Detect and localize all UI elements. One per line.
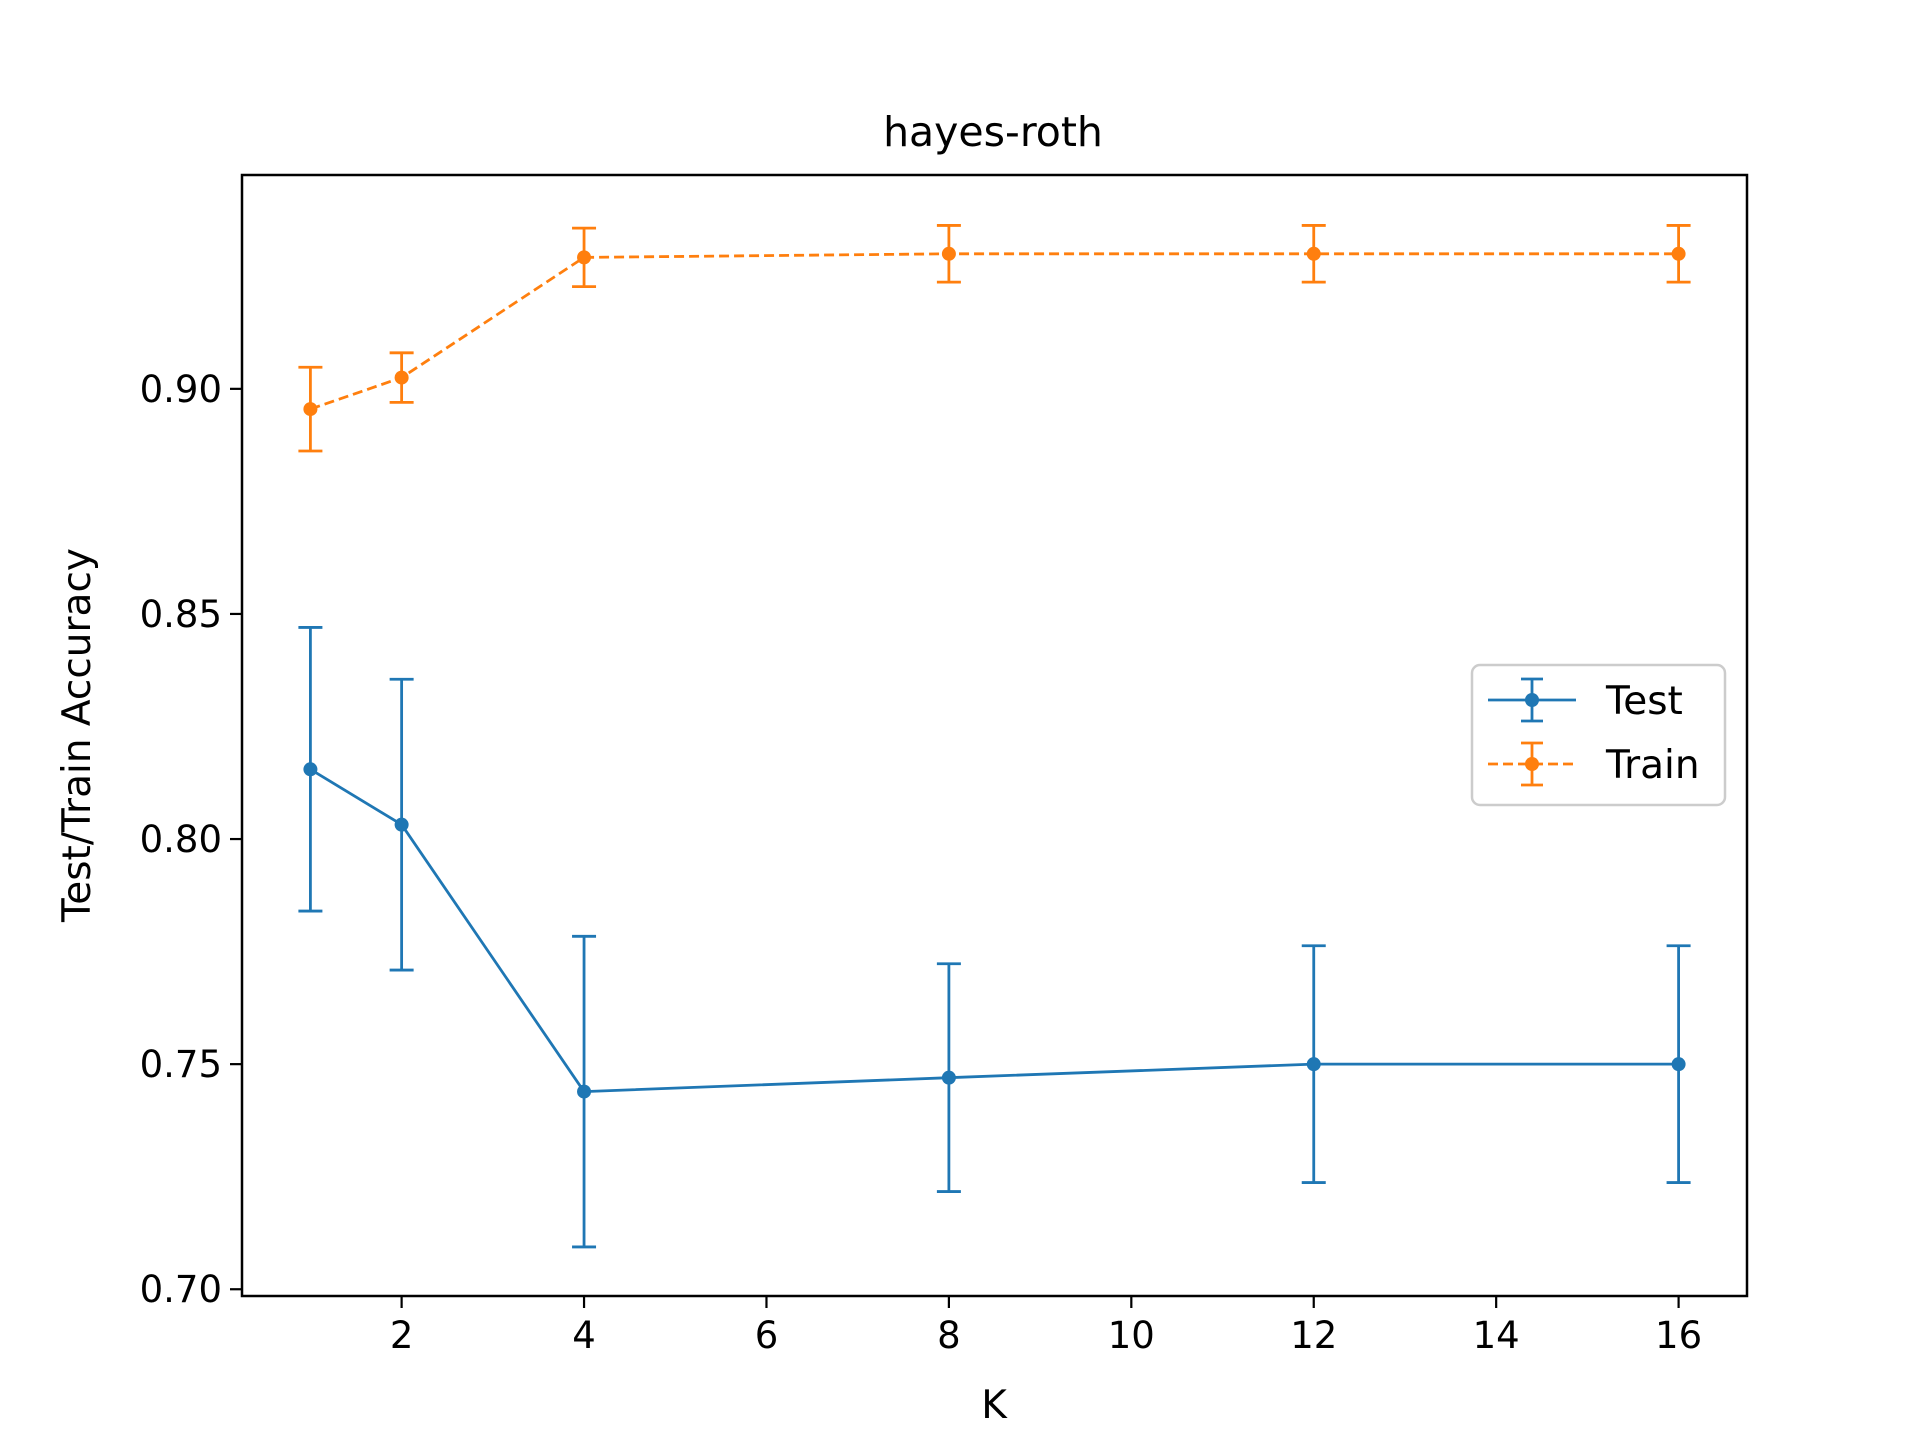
y-axis-label: Test/Train Accuracy — [55, 548, 100, 923]
series-line-train — [309, 252, 1679, 411]
data-point-test-2 — [394, 817, 409, 832]
series-test — [298, 626, 1691, 1249]
legend-label-train: Train — [1605, 743, 1700, 788]
data-point-test-8 — [941, 1070, 956, 1085]
data-point-train-1 — [303, 402, 318, 417]
x-tick-label-4: 4 — [572, 1314, 596, 1357]
data-point-test-1 — [303, 762, 318, 777]
x-tick-label-12: 12 — [1290, 1314, 1337, 1357]
y-tick-label-2: 0.80 — [140, 818, 222, 861]
series-train — [298, 224, 1691, 453]
x-tick-label-10: 10 — [1108, 1314, 1155, 1357]
data-point-train-8 — [941, 246, 956, 261]
data-point-train-12 — [1306, 246, 1321, 261]
data-point-train-2 — [394, 370, 409, 385]
legend-marker-test — [1525, 693, 1539, 707]
data-point-train-16 — [1671, 246, 1686, 261]
y-tick-label-4: 0.90 — [140, 368, 222, 411]
data-point-test-4 — [577, 1084, 592, 1099]
series-layer — [298, 224, 1691, 1249]
y-axis-ticks: 0.70 0.75 0.80 0.85 0.90 — [140, 368, 242, 1311]
y-tick-label-3: 0.85 — [140, 593, 222, 636]
plot-area — [240, 173, 1749, 1298]
x-axis-label: K — [981, 1383, 1008, 1428]
data-point-test-16 — [1671, 1057, 1686, 1072]
x-axis-ticks: 2 4 6 8 10 12 14 16 — [390, 1296, 1702, 1357]
x-tick-label-16: 16 — [1655, 1314, 1702, 1357]
legend-marker-train — [1525, 757, 1539, 771]
legend: Test Train — [1470, 663, 1727, 807]
y-tick-label-1: 0.75 — [140, 1043, 222, 1086]
x-tick-label-8: 8 — [937, 1314, 961, 1357]
y-tick-label-0: 0.70 — [140, 1268, 222, 1311]
axes-frame — [240, 173, 1749, 1298]
legend-entries: Test Train — [1488, 677, 1700, 788]
data-point-train-4 — [577, 250, 592, 265]
chart-title: hayes-roth — [883, 108, 1103, 156]
x-tick-label-14: 14 — [1473, 1314, 1520, 1357]
data-point-test-12 — [1306, 1057, 1321, 1072]
series-line-test — [309, 768, 1679, 1093]
x-tick-label-6: 6 — [755, 1314, 779, 1357]
x-tick-label-2: 2 — [390, 1314, 414, 1357]
legend-label-test: Test — [1605, 679, 1683, 724]
